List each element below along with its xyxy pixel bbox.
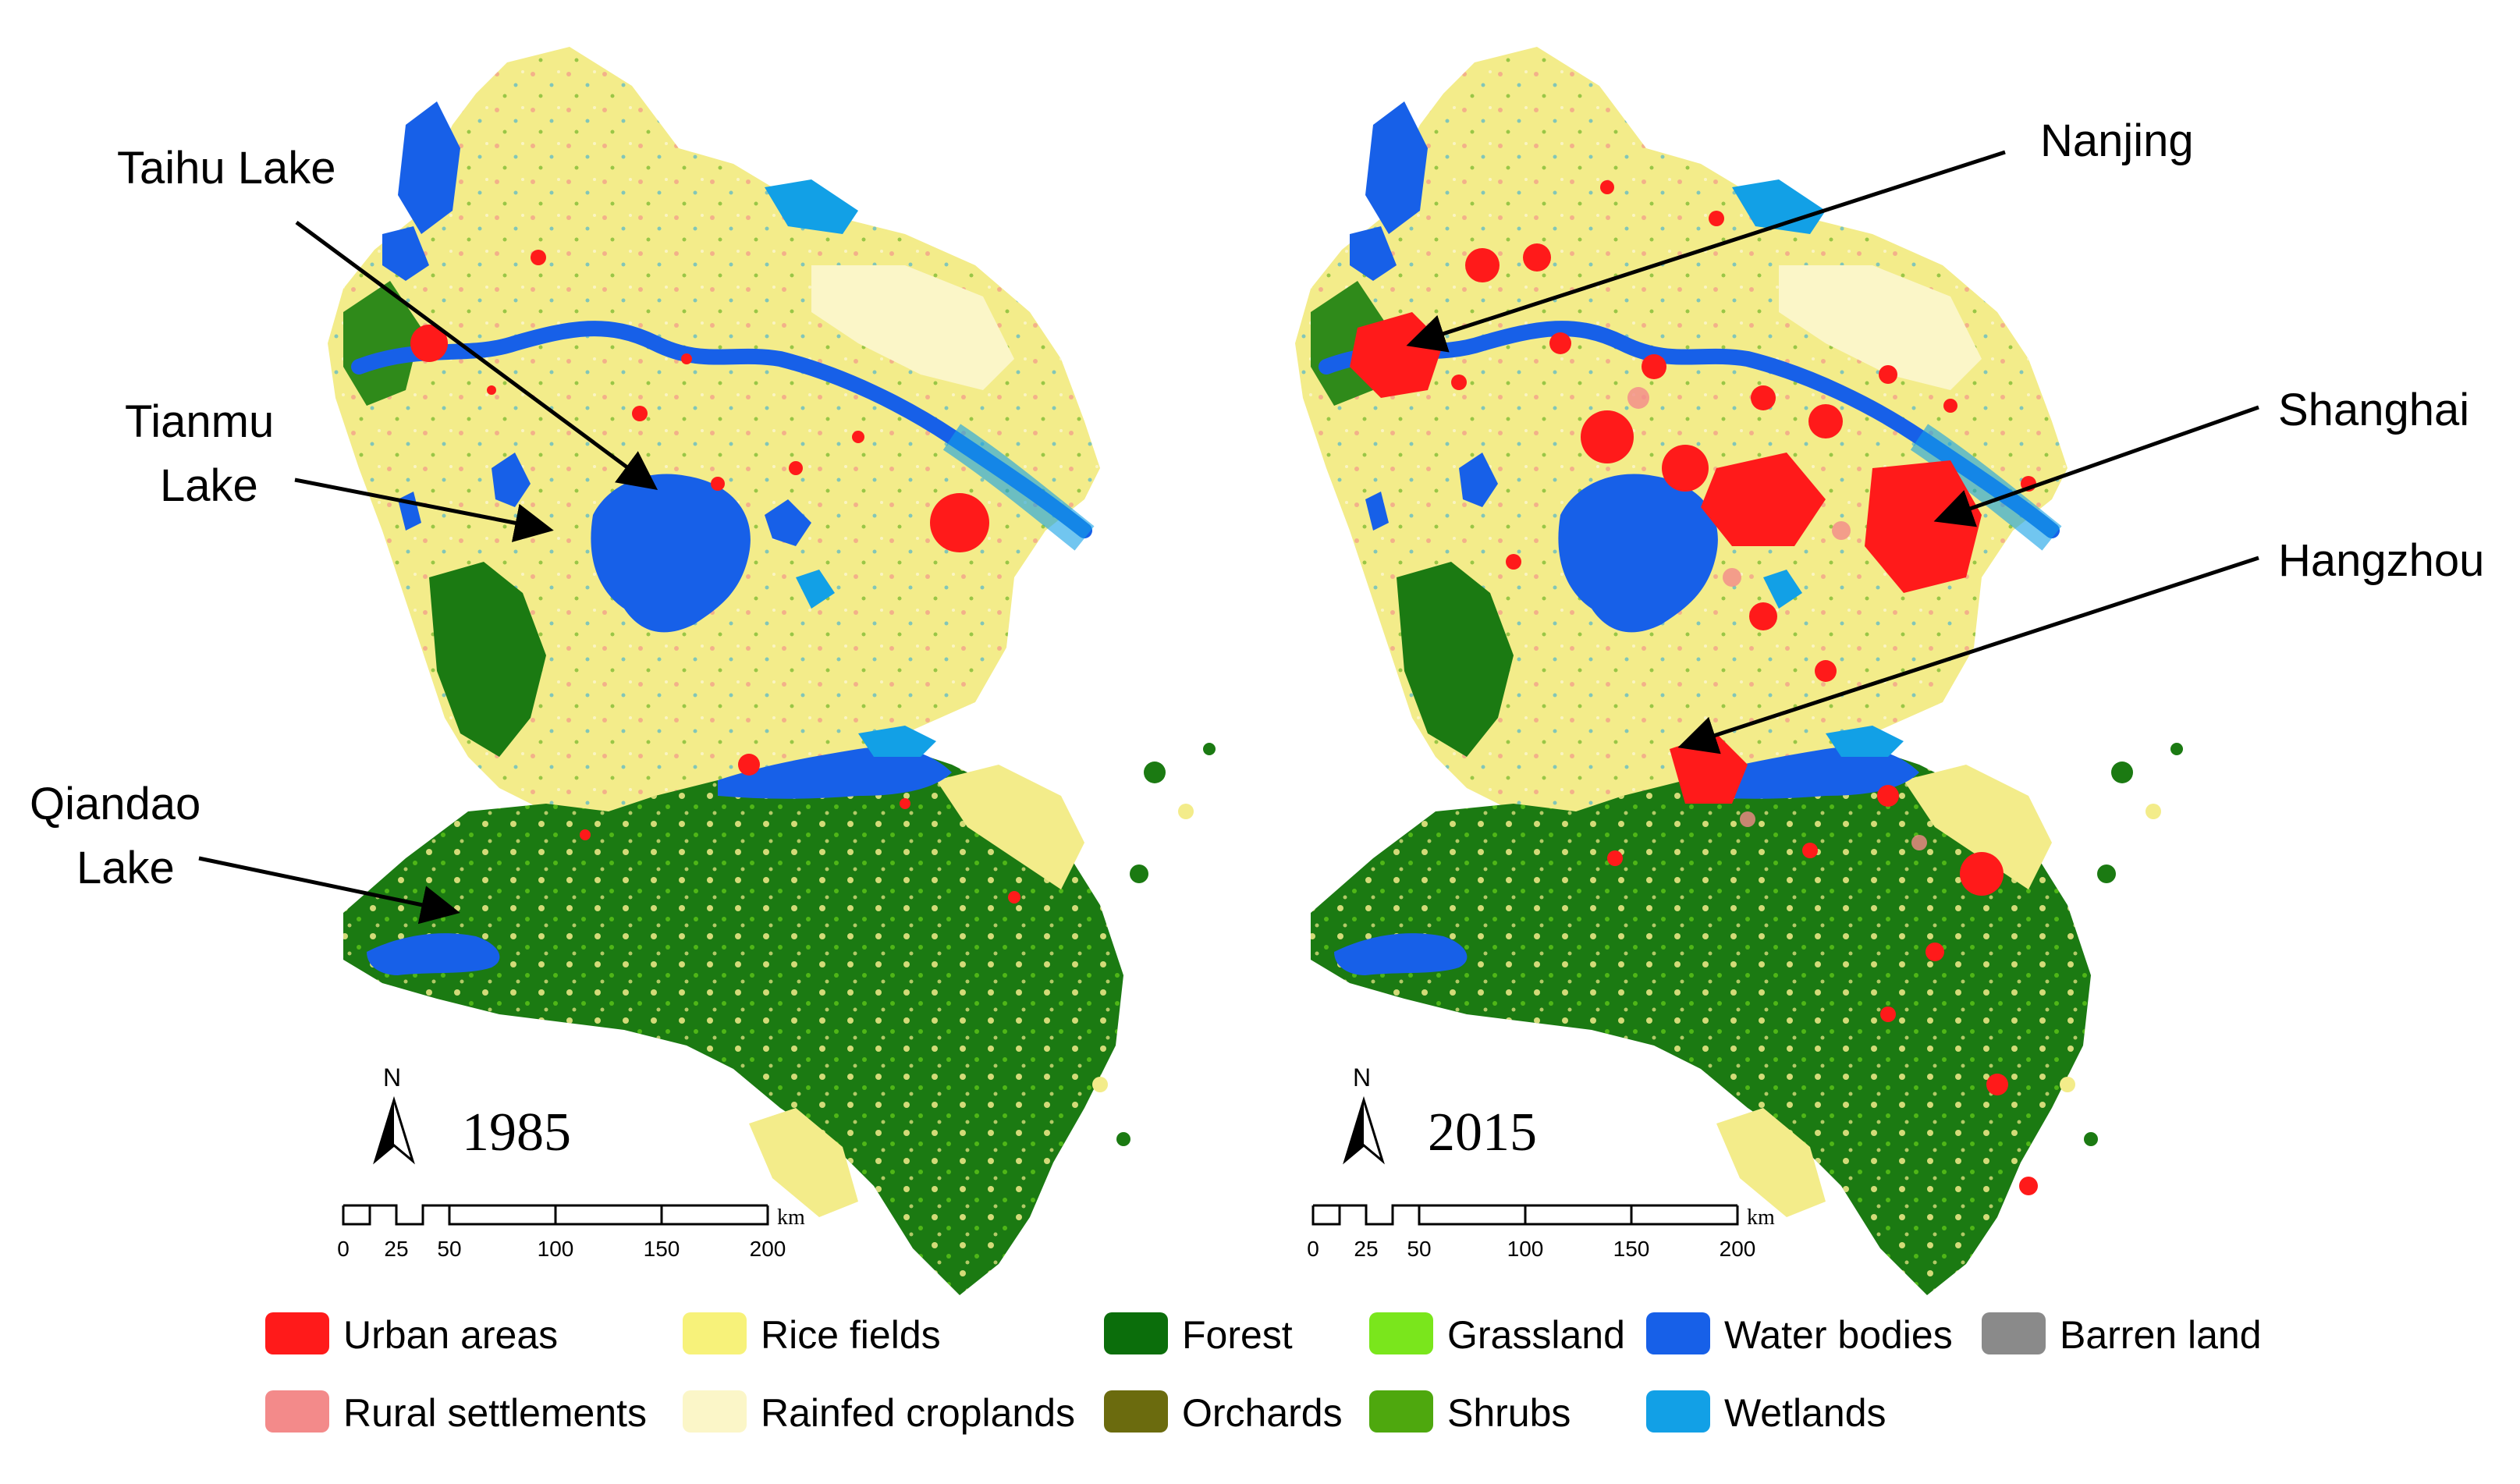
- scale-unit: km: [1747, 1205, 1775, 1230]
- arrow-qiandao-lake: [198, 856, 460, 925]
- legend-label-wetlands: Wetlands: [1724, 1391, 1886, 1435]
- map-1985: [312, 31, 1248, 1295]
- map-2015: [1280, 31, 2216, 1295]
- label-shanghai: Shanghai: [2278, 385, 2469, 435]
- scale-tick: 0: [337, 1237, 350, 1261]
- label-nanjing: Nanjing: [2040, 115, 2194, 166]
- year-2015: 2015: [1428, 1102, 1537, 1163]
- legend-swatch-rainfed-croplands: [683, 1390, 747, 1433]
- arrow-nanjing: [1406, 150, 2006, 353]
- legend-swatch-orchards: [1104, 1390, 1168, 1433]
- scale-tick: 150: [1613, 1237, 1650, 1261]
- north-arrow-right: N: [1343, 1063, 1385, 1165]
- arrow-tianmu-lake: [294, 478, 554, 542]
- legend-swatch-water-bodies: [1646, 1312, 1710, 1354]
- legend-swatch-urban-areas: [265, 1312, 329, 1354]
- label-hangzhou: Hangzhou: [2278, 535, 2484, 586]
- legend-swatch-rural-settlements: [265, 1390, 329, 1433]
- label-taihu-lake: Taihu Lake: [117, 143, 336, 193]
- legend-label-grassland: Grassland: [1447, 1313, 1625, 1357]
- rural-settlements-2015: [1627, 387, 1927, 850]
- legend-swatch-wetlands: [1646, 1390, 1710, 1433]
- legend-label-rural-settlements: Rural settlements: [343, 1391, 647, 1435]
- scale-tick: 0: [1307, 1237, 1319, 1261]
- legend: Urban areas Rice fields Forest Grassland Wat…: [265, 1312, 2262, 1435]
- legend-label-shrubs: Shrubs: [1447, 1391, 1571, 1435]
- label-qiandao-line2: Lake: [76, 843, 175, 893]
- label-tianmu-line2: Lake: [160, 460, 258, 511]
- scale-bar-left: km 0 25 50 100 150 200: [337, 1204, 805, 1261]
- label-qiandao-line1: Qiandao: [30, 779, 201, 829]
- annotation-labels: Taihu Lake Tianmu Lake Qiandao Lake Nanj…: [30, 115, 2484, 893]
- scale-tick: 200: [750, 1237, 786, 1261]
- scale-tick: 100: [1507, 1237, 1544, 1261]
- legend-label-orchards: Orchards: [1182, 1391, 1343, 1435]
- arrow-shanghai: [1933, 405, 2259, 527]
- legend-swatch-barren-land: [1982, 1312, 2046, 1354]
- scale-bar-right: km 0 25 50 100 150 200: [1307, 1204, 1775, 1261]
- legend-swatch-forest: [1104, 1312, 1168, 1354]
- north-label: N: [1353, 1063, 1371, 1092]
- legend-label-rice-fields: Rice fields: [761, 1313, 941, 1357]
- legend-label-rainfed-croplands: Rainfed croplands: [761, 1391, 1075, 1435]
- legend-label-water-bodies: Water bodies: [1724, 1313, 1953, 1357]
- scale-tick: 50: [1407, 1237, 1431, 1261]
- urban-areas-1985: [410, 250, 1020, 904]
- scale-unit: km: [777, 1205, 805, 1230]
- north-label: N: [383, 1063, 401, 1092]
- scale-tick: 50: [437, 1237, 461, 1261]
- scale-tick: 25: [1354, 1237, 1378, 1261]
- legend-swatch-grassland: [1369, 1312, 1433, 1354]
- scale-tick: 100: [538, 1237, 574, 1261]
- arrow-taihu-lake: [295, 220, 658, 490]
- legend-swatch-rice-fields: [683, 1312, 747, 1354]
- scale-tick: 200: [1720, 1237, 1756, 1261]
- legend-label-urban-areas: Urban areas: [343, 1313, 558, 1357]
- scale-tick: 25: [384, 1237, 408, 1261]
- legend-swatch-shrubs: [1369, 1390, 1433, 1433]
- arrow-hangzhou: [1677, 556, 2259, 754]
- annotation-arrows: [198, 150, 2259, 925]
- year-1985: 1985: [462, 1102, 571, 1163]
- label-tianmu-line1: Tianmu: [125, 396, 274, 447]
- legend-label-barren-land: Barren land: [2060, 1313, 2262, 1357]
- scale-tick: 150: [644, 1237, 680, 1261]
- north-arrow-left: N: [373, 1063, 415, 1165]
- legend-label-forest: Forest: [1182, 1313, 1293, 1357]
